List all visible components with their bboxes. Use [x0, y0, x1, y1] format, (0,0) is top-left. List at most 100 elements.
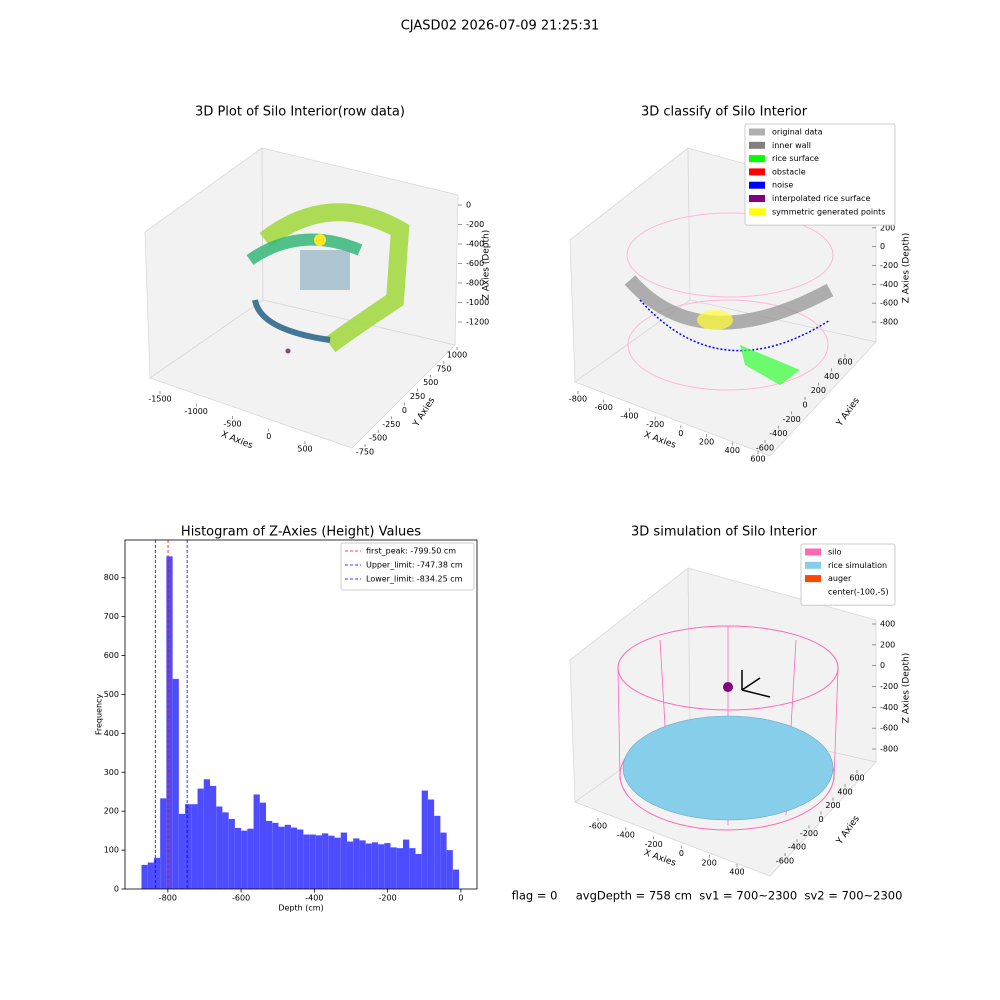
- bar: [371, 842, 379, 889]
- bar: [153, 857, 161, 889]
- x-tick-label: 200: [702, 858, 717, 867]
- legend-swatch: [749, 208, 765, 216]
- y-tick-label: 700: [104, 612, 119, 621]
- noise-decoration: [639, 299, 831, 352]
- z-tick-label: -800: [880, 318, 898, 327]
- y-tick-label: -600: [756, 444, 774, 453]
- bar: [259, 802, 267, 889]
- y-tick-label: 800: [104, 573, 119, 582]
- z-tick-label: -1200: [466, 318, 489, 327]
- legend-swatch: [805, 561, 821, 569]
- legend-swatch: [805, 548, 821, 556]
- legend-label: Lower_limit: -834.25 cm: [366, 575, 463, 584]
- silo-outline: [626, 212, 834, 298]
- legend-label: center(-100,-5): [828, 587, 889, 596]
- z-tick-label: -400: [880, 703, 898, 712]
- bar: [446, 850, 453, 889]
- figure-title: CJASD02 2026-07-09 21:25:31: [401, 19, 600, 34]
- y-tick-label: 600: [849, 774, 864, 783]
- legend-label: rice surface: [772, 154, 819, 163]
- plot-frame: [124, 539, 478, 890]
- y-tick-label: 750: [436, 364, 451, 373]
- y-tick-label: -200: [800, 829, 818, 838]
- bar: [253, 794, 260, 889]
- legend-box: [340, 542, 475, 591]
- x-tick-label: 400: [725, 446, 740, 455]
- y-tick-label: 0: [802, 401, 807, 410]
- bar: [272, 822, 279, 889]
- bar: [365, 843, 372, 889]
- z-axis-label: Z Axies (Depth): [902, 653, 912, 724]
- bar: [197, 788, 204, 889]
- y-tick-label: 600: [104, 651, 119, 660]
- y-tick-label: 600: [837, 358, 852, 367]
- legend-swatch: [749, 168, 765, 176]
- bar: [309, 834, 316, 889]
- symmetric-decoration: [697, 310, 733, 330]
- chart-title: 3D Plot of Silo Interior(row data): [195, 105, 405, 120]
- x-tick-label: 0: [679, 849, 684, 858]
- bar: [241, 830, 248, 889]
- z-tick-label: -200: [466, 220, 484, 229]
- z-tick-label: -600: [880, 724, 898, 733]
- bar: [266, 820, 273, 889]
- bar: [178, 813, 186, 889]
- x-tick-label: -500: [223, 420, 241, 429]
- bar: [452, 869, 460, 889]
- bar: [172, 678, 179, 889]
- bar: [359, 840, 366, 889]
- bar: [346, 841, 354, 889]
- x-tick-label: 600: [750, 455, 765, 464]
- bar: [415, 853, 422, 889]
- bar: [378, 844, 385, 889]
- legend-swatch: [749, 195, 765, 202]
- bar: [166, 556, 173, 889]
- bar: [147, 862, 154, 889]
- bar: [209, 785, 217, 889]
- z-tick-label: -800: [466, 279, 484, 288]
- scatter-decoration: [300, 250, 350, 290]
- auger-arrows: [741, 670, 771, 698]
- scatter-decoration: [285, 348, 291, 354]
- z-tick-label: -600: [466, 259, 484, 268]
- x-tick-label: -200: [645, 840, 663, 849]
- y-tick-label: -250: [382, 420, 400, 429]
- y-tick-label: -600: [776, 857, 794, 866]
- x-tick-label: -200: [379, 894, 397, 903]
- legend-label: auger: [828, 574, 852, 583]
- legend-swatch: [749, 128, 765, 136]
- z-tick-label: -800: [880, 745, 898, 754]
- legend-label: symmetric generated points: [772, 207, 885, 216]
- bar: [315, 835, 323, 889]
- x-tick-label: -800: [159, 894, 177, 903]
- legend-box: [744, 123, 896, 226]
- bar: [328, 835, 335, 889]
- legend-label: obstacle: [772, 167, 806, 176]
- scatter-decoration: [314, 234, 326, 246]
- bar: [409, 848, 416, 889]
- legend-box: [800, 543, 896, 606]
- legend-label: rice simulation: [828, 561, 887, 570]
- z-tick-label: 0: [466, 201, 471, 210]
- x-tick-label: -600: [232, 894, 250, 903]
- decorations: [246, 203, 839, 831]
- z-tick-label: -600: [880, 299, 898, 308]
- bar: [440, 832, 447, 889]
- y-tick-label: 100: [104, 846, 119, 855]
- bar: [191, 804, 198, 889]
- silo-wireframe: [617, 626, 839, 825]
- bar: [228, 818, 235, 889]
- x-tick-label: 500: [297, 445, 312, 454]
- bar: [353, 838, 360, 889]
- z-tick-label: 200: [880, 223, 895, 232]
- legend-label: silo: [828, 548, 842, 557]
- x-tick-label: -600: [595, 403, 613, 412]
- legend-label: first_peak: -799.50 cm: [366, 547, 456, 556]
- y-tick-label: 400: [104, 729, 119, 738]
- y-tick-label: -750: [356, 448, 374, 457]
- x-tick-label: -400: [617, 831, 635, 840]
- y-tick-label: 500: [423, 378, 438, 387]
- chart-title: 3D simulation of Silo Interior: [631, 525, 818, 540]
- y-tick-label: -500: [369, 434, 387, 443]
- bar: [222, 812, 229, 889]
